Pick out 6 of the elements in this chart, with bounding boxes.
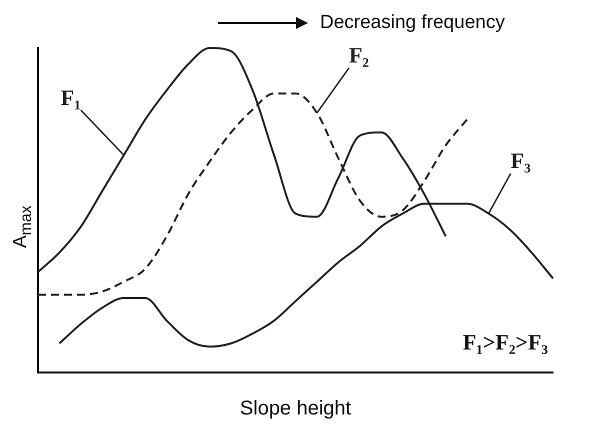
annotation: F₁>F₂>F₃ bbox=[462, 329, 548, 354]
x-axis-title: Slope height bbox=[240, 398, 352, 420]
text: F₃ bbox=[510, 148, 532, 174]
text: F₂ bbox=[348, 42, 370, 68]
text: F₁ bbox=[60, 84, 81, 110]
chart-title: Decreasing frequency bbox=[320, 12, 505, 34]
